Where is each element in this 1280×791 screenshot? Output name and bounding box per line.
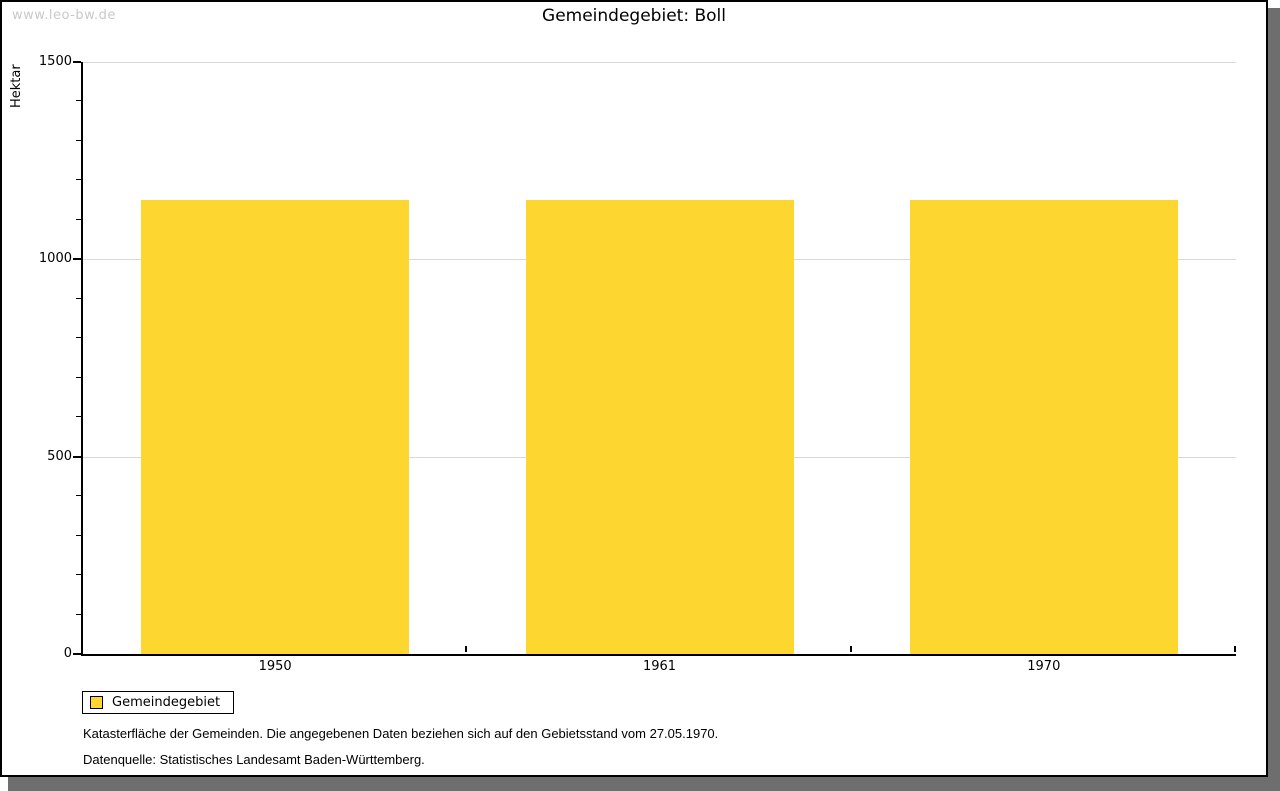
y-tick-major-1000: [73, 258, 81, 261]
bar-1950: [141, 200, 410, 654]
watermark: www.leo-bw.de: [12, 8, 116, 23]
x-tick-3: [1234, 646, 1236, 652]
window-shadow-right: [1268, 8, 1280, 791]
x-tick-label-1961: 1961: [642, 659, 677, 674]
gridline-1500: [83, 62, 1236, 63]
y-tick-major-500: [73, 455, 81, 458]
chart-title: Gemeindegebiet: Boll: [542, 6, 726, 26]
y-tick-minor-700: [76, 376, 81, 378]
y-tick-major-0: [73, 653, 81, 655]
y-tick-label-1500: 1500: [38, 54, 72, 69]
chart-window: www.leo-bw.de Gemeindegebiet: Boll Hekta…: [0, 0, 1268, 777]
y-tick-major-1500: [73, 61, 81, 63]
window-shadow-bottom: [8, 777, 1280, 791]
x-tick-1: [465, 646, 468, 652]
y-axis-label: Hektar: [9, 64, 24, 108]
y-tick-minor-300: [76, 534, 81, 536]
x-tick-label-1970: 1970: [1027, 659, 1061, 674]
y-tick-minor-1300: [76, 139, 81, 141]
y-tick-label-500: 500: [47, 448, 72, 464]
legend-label: Gemeindegebiet: [112, 695, 221, 710]
plot-area: [81, 62, 1236, 656]
y-tick-minor-100: [76, 613, 81, 615]
y-tick-minor-200: [76, 574, 81, 576]
legend-swatch-gemeindegebiet: [90, 696, 103, 709]
y-tick-minor-600: [76, 416, 81, 418]
bar-1970: [909, 200, 1178, 654]
y-tick-minor-900: [76, 297, 81, 299]
y-tick-minor-400: [76, 495, 81, 497]
footnote-line1: Katasterfläche der Gemeinden. Die angege…: [83, 726, 719, 741]
y-tick-label-1000: 1000: [38, 251, 72, 267]
bar-1961: [525, 200, 794, 654]
x-tick-2: [849, 646, 852, 652]
legend: Gemeindegebiet: [82, 691, 235, 714]
footnote-line2: Datenquelle: Statistisches Landesamt Bad…: [83, 752, 425, 767]
y-tick-minor-1100: [76, 218, 81, 220]
y-tick-minor-1200: [76, 179, 81, 181]
x-tick-label-1950: 1950: [258, 659, 292, 674]
y-tick-minor-1400: [76, 100, 81, 102]
y-tick-minor-800: [76, 337, 81, 339]
y-tick-label-0: 0: [63, 646, 72, 661]
